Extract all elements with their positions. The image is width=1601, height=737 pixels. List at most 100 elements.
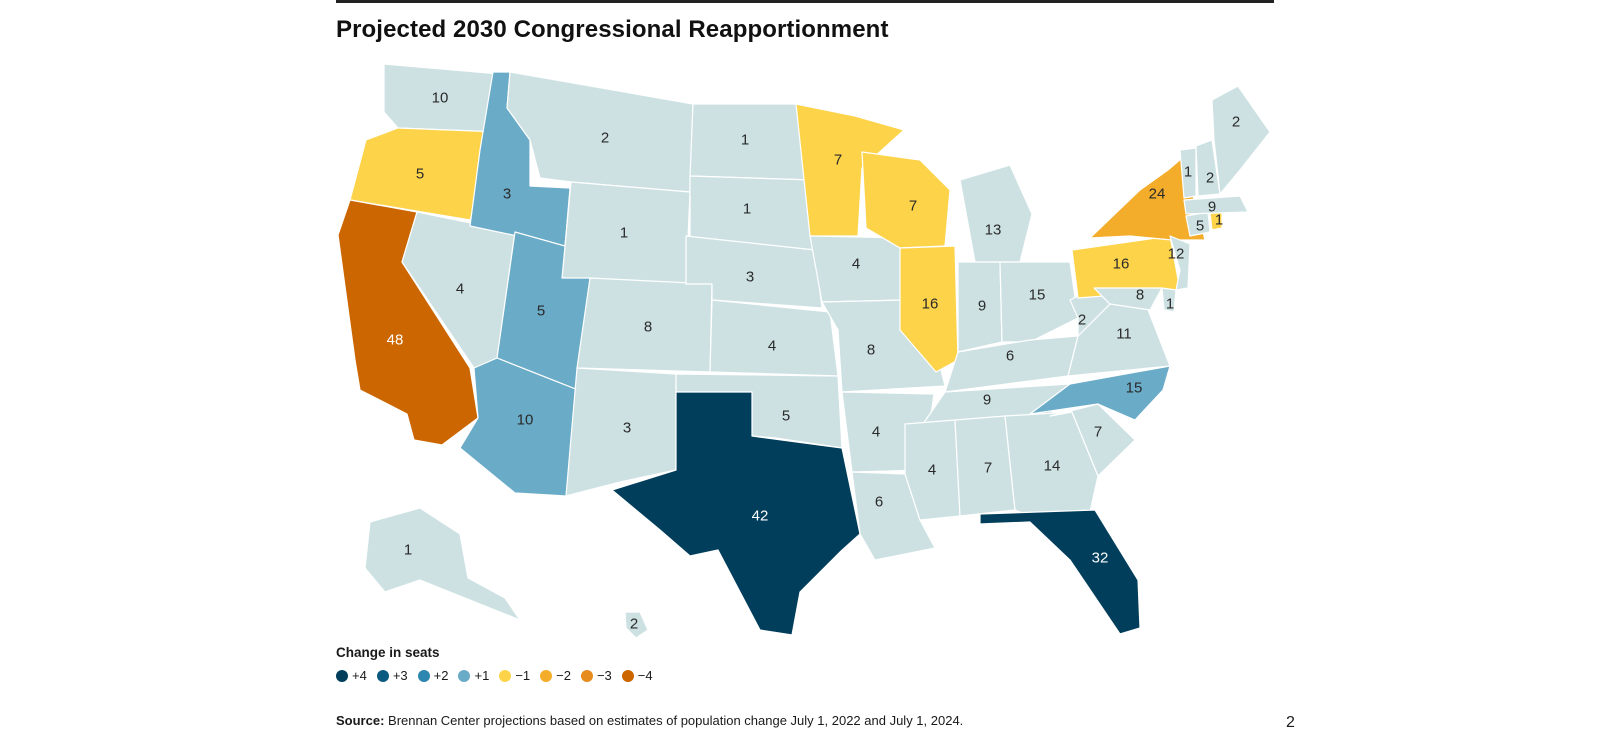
seat-label-tn: 9	[983, 392, 991, 409]
seat-label-wi: 7	[909, 198, 917, 215]
state-tx	[611, 391, 861, 636]
legend-swatch	[540, 669, 553, 682]
state-oh	[999, 261, 1079, 343]
legend: +4 +3 +2 +1 −1 −2 −3 −4	[336, 668, 653, 683]
legend-item: −1	[499, 668, 530, 683]
state-ms	[904, 419, 961, 521]
seat-label-va: 11	[1116, 326, 1132, 343]
state-mi	[959, 164, 1033, 263]
seat-label-ma: 9	[1208, 199, 1216, 216]
state-nd	[689, 103, 813, 181]
seat-label-al: 7	[984, 460, 992, 477]
seat-label-az: 10	[517, 412, 534, 429]
legend-item: −4	[621, 668, 653, 683]
seat-label-mi: 13	[985, 222, 1002, 239]
seat-label-nc: 15	[1126, 380, 1143, 397]
state-nm	[565, 367, 677, 497]
seat-label-sc: 7	[1094, 424, 1102, 441]
legend-swatch	[499, 669, 512, 682]
seat-label-wv: 2	[1078, 312, 1086, 329]
seat-label-mt: 2	[601, 130, 609, 147]
legend-label: −2	[556, 668, 571, 683]
legend-label: +2	[433, 668, 449, 683]
legend-item: +3	[376, 668, 408, 683]
seat-label-ri: 1	[1215, 212, 1223, 229]
source-note: Source: Brennan Center projections based…	[336, 713, 963, 728]
state-wi	[861, 151, 951, 249]
seat-label-ms: 4	[928, 462, 936, 479]
state-me	[1211, 85, 1271, 195]
state-md	[1093, 287, 1163, 311]
seat-label-me: 2	[1232, 114, 1240, 131]
state-nj	[1169, 235, 1191, 291]
seat-label-hi: 2	[630, 616, 638, 633]
legend-label: −4	[637, 668, 653, 683]
seat-label-ny: 24	[1149, 186, 1166, 203]
seat-label-oh: 15	[1029, 287, 1046, 304]
source-label: Source:	[336, 713, 385, 728]
legend-item: +4	[336, 668, 367, 683]
seat-label-co: 8	[644, 319, 652, 336]
seat-label-ok: 5	[782, 408, 790, 425]
seat-label-or: 5	[416, 166, 424, 183]
seat-label-nd: 1	[741, 132, 749, 149]
seat-label-ne: 3	[746, 269, 754, 286]
top-rule	[336, 0, 1274, 3]
legend-label: +1	[474, 668, 490, 683]
seat-label-nm: 3	[623, 420, 631, 437]
legend-item: −3	[580, 668, 612, 683]
legend-swatch	[458, 669, 471, 682]
state-ma	[1183, 195, 1249, 215]
legend-label: +3	[392, 668, 408, 683]
legend-swatch	[336, 669, 348, 682]
seat-label-ut: 5	[537, 303, 545, 320]
legend-swatch	[580, 669, 593, 682]
seat-label-wa: 10	[432, 90, 449, 107]
seat-label-pa: 16	[1113, 256, 1130, 273]
state-sc	[1049, 403, 1136, 477]
seat-label-wy: 1	[620, 225, 628, 242]
seat-label-ct: 5	[1196, 218, 1204, 235]
seat-label-ia: 4	[852, 256, 860, 273]
seat-label-fl: 32	[1092, 550, 1109, 567]
seat-label-sd: 1	[743, 201, 751, 218]
state-il	[899, 245, 959, 373]
seat-label-tx: 42	[752, 508, 769, 525]
legend-title: Change in seats	[336, 645, 440, 660]
seat-label-nv: 4	[456, 281, 464, 298]
seat-label-mn: 7	[834, 152, 842, 169]
legend-item: +2	[417, 668, 449, 683]
state-fl	[979, 509, 1141, 635]
legend-label: −1	[515, 668, 531, 683]
legend-swatch	[621, 669, 634, 682]
legend-label: +4	[352, 668, 367, 683]
legend-label: −3	[596, 668, 612, 683]
page-number: 2	[1286, 714, 1295, 731]
seat-label-ks: 4	[768, 338, 776, 355]
state-ak	[364, 507, 521, 621]
state-de	[1161, 287, 1177, 313]
seat-label-il: 16	[922, 296, 939, 313]
state-hi	[624, 611, 649, 639]
source-text: Brennan Center projections based on esti…	[384, 713, 964, 728]
seat-label-vt: 1	[1184, 164, 1192, 181]
seat-label-la: 6	[875, 494, 883, 511]
seat-label-in: 9	[978, 298, 986, 315]
state-nc	[1029, 365, 1171, 421]
seat-label-ca: 48	[387, 332, 404, 349]
legend-swatch	[417, 669, 430, 682]
legend-swatch	[376, 669, 389, 682]
map-title: Projected 2030 Congressional Reapportion…	[336, 16, 889, 43]
seat-label-ga: 14	[1044, 458, 1061, 475]
seat-label-de: 1	[1166, 296, 1174, 313]
seat-label-ar: 4	[872, 424, 880, 441]
seat-label-nh: 2	[1206, 170, 1214, 187]
seat-label-nj: 12	[1168, 246, 1185, 263]
legend-item: −2	[540, 668, 571, 683]
seat-label-ak: 1	[404, 542, 412, 559]
state-vt	[1179, 147, 1197, 199]
seat-label-id: 3	[503, 186, 511, 203]
state-pa	[1071, 235, 1181, 299]
